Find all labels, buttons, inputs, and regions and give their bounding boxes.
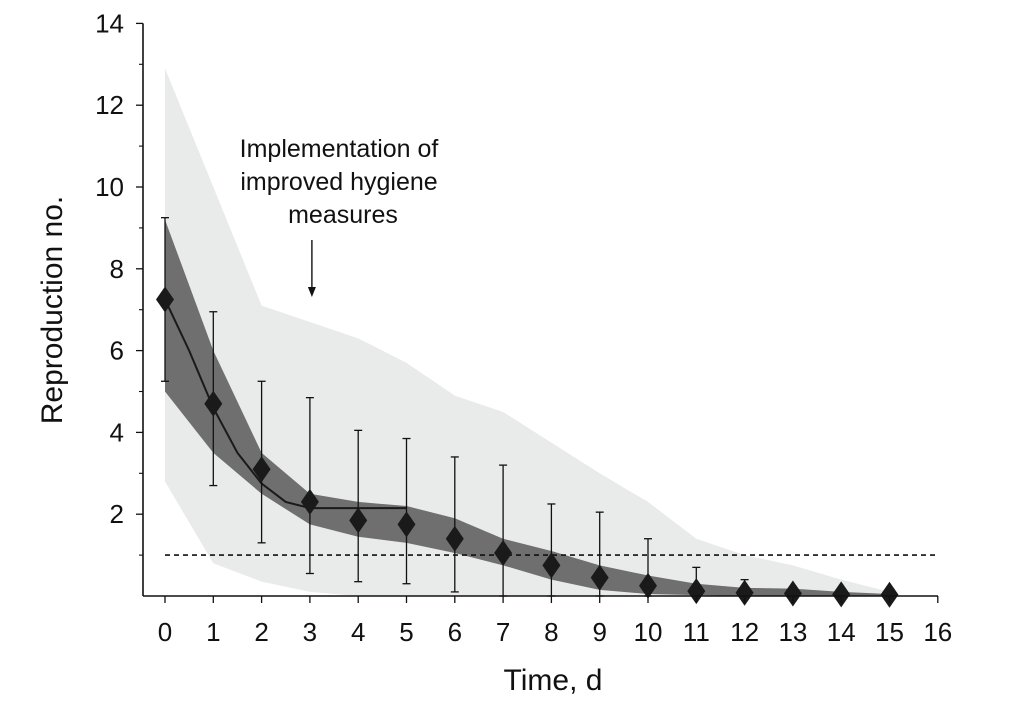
annotation-line-2: improved hygiene	[240, 168, 437, 196]
fit-line	[164, 299, 407, 510]
x-tick-label: 6	[448, 617, 462, 647]
x-tick-label: 16	[923, 617, 952, 647]
data-point-marker	[880, 581, 899, 608]
y-axis-label: Reproduction no.	[36, 196, 69, 425]
y-tick-label: 12	[95, 90, 124, 120]
data-point-marker	[445, 525, 464, 552]
x-tick-label: 5	[399, 617, 413, 647]
data-point-marker	[300, 488, 319, 515]
annotation-line-3: measures	[288, 201, 398, 229]
annotation: Implementation of improved hygiene measu…	[240, 135, 439, 297]
x-tick-label: 9	[592, 617, 606, 647]
x-tick-label: 8	[544, 617, 558, 647]
y-tick-label: 14	[95, 8, 124, 38]
x-tick-label: 10	[634, 617, 663, 647]
x-tick-label: 11	[683, 617, 710, 647]
x-axis-label: Time, d	[504, 664, 603, 697]
y-tick-label: 8	[110, 254, 124, 284]
y-tick-label: 4	[110, 417, 124, 447]
data-point-marker	[156, 286, 174, 313]
data-point-marker	[687, 578, 706, 605]
x-tick-label: 14	[827, 617, 856, 647]
x-tick-label: 15	[875, 617, 904, 647]
y-tick-label: 10	[95, 172, 124, 202]
annotation-arrow-head	[307, 287, 316, 297]
data-point-marker	[397, 511, 416, 538]
x-tick-label: 4	[351, 617, 365, 647]
y-tick-label: 6	[110, 336, 124, 366]
data-point-marker	[542, 552, 561, 579]
data-point-marker	[349, 507, 368, 534]
x-tick-label: 3	[303, 617, 317, 647]
data-point-marker	[204, 390, 223, 417]
data-point-marker	[832, 581, 851, 608]
data-point-marker	[252, 456, 271, 483]
data-point-marker	[783, 580, 802, 607]
x-tick-label: 2	[254, 617, 268, 647]
x-tick-label: 7	[496, 617, 510, 647]
outer-band-layer	[165, 68, 890, 596]
outer-confidence-band	[165, 68, 890, 596]
x-tick-label: 12	[730, 617, 759, 647]
data-point-marker	[494, 540, 513, 567]
annotation-line-1: Implementation of	[240, 135, 439, 163]
data-point-marker	[590, 564, 609, 591]
inner-band-layer	[165, 219, 890, 596]
markers-layer	[156, 286, 899, 608]
inner-confidence-band	[165, 219, 890, 596]
x-tick-label: 13	[778, 617, 807, 647]
y-tick-label: 2	[110, 499, 124, 529]
fit-line-layer	[164, 299, 407, 510]
x-tick-label: 0	[158, 617, 172, 647]
data-point-marker	[639, 572, 657, 599]
data-point-marker	[735, 579, 754, 606]
x-tick-label: 1	[206, 617, 220, 647]
